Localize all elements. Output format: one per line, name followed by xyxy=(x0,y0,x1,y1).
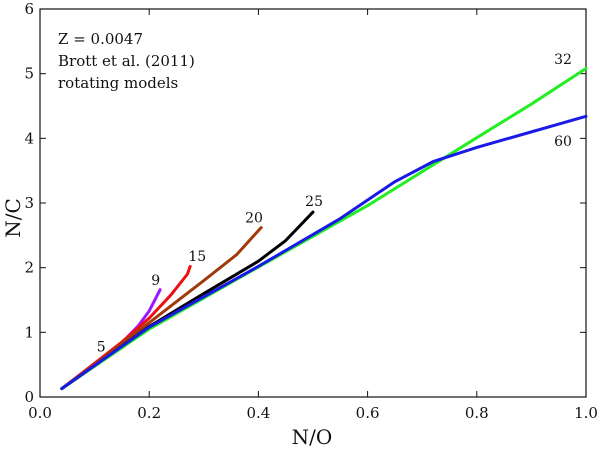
metallicity-annotation: Z = 0.0047 xyxy=(58,30,143,48)
x-tick-label: 1.0 xyxy=(574,404,598,422)
x-tick-label: 0.8 xyxy=(465,404,489,422)
y-tick-label: 3 xyxy=(24,194,34,212)
curve-label-9: 9 xyxy=(151,273,160,289)
x-tick-label: 0.6 xyxy=(356,404,380,422)
label-layer: 5 9 15 20 25 32 60 xyxy=(97,52,572,356)
y-axis-label: N/C xyxy=(1,198,25,238)
series-line-9 xyxy=(60,288,162,391)
source-annotation: Brott et al. (2011) xyxy=(58,52,195,70)
curve-label-32: 32 xyxy=(554,52,572,68)
series-line-15 xyxy=(60,264,192,391)
curve-label-15: 15 xyxy=(188,249,206,265)
y-tick-label: 1 xyxy=(24,323,34,341)
series-line-32 xyxy=(60,66,588,391)
y-tick-label: 6 xyxy=(24,0,34,18)
models-annotation: rotating models xyxy=(58,74,178,92)
curve-label-20: 20 xyxy=(245,210,263,226)
series-line-60 xyxy=(60,114,588,391)
plot-area: 0.0 0.2 0.4 0.6 0.8 1.0 0 1 2 3 4 5 6 xyxy=(24,0,597,422)
x-tick-label: 0.4 xyxy=(246,404,270,422)
curve-label-25: 25 xyxy=(305,194,323,210)
y-tick-label: 4 xyxy=(24,129,34,147)
y-tick-label: 2 xyxy=(24,259,34,277)
x-tick-label: 0.0 xyxy=(28,404,52,422)
curve-label-60: 60 xyxy=(554,134,572,150)
curve-label-5: 5 xyxy=(97,340,106,356)
series-layer xyxy=(60,66,588,391)
y-tick-label: 5 xyxy=(24,65,34,83)
x-axis-label: N/O xyxy=(292,425,333,449)
y-tick-label: 0 xyxy=(24,388,34,406)
x-tick-label: 0.2 xyxy=(137,404,161,422)
